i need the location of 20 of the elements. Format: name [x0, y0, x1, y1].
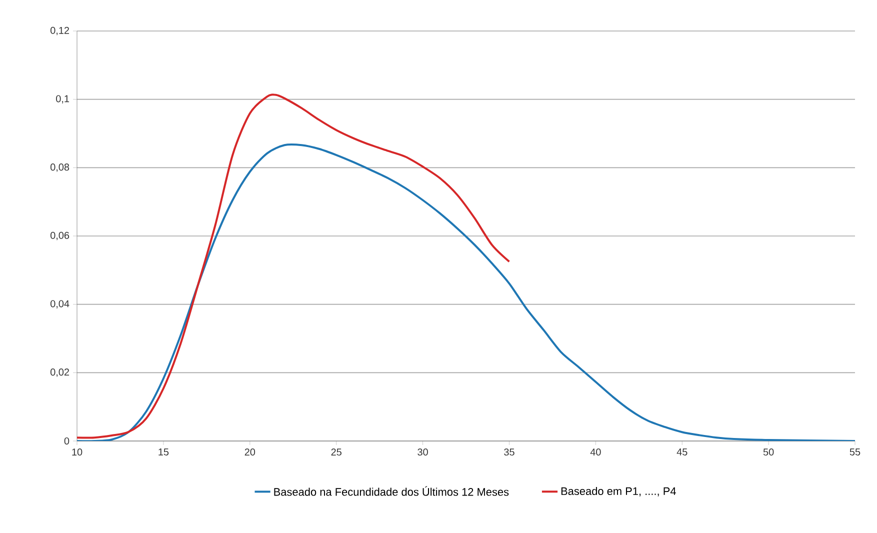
x-tick-label: 35 — [504, 448, 514, 456]
x-tick-label: 15 — [158, 448, 169, 456]
line-series — [77, 94, 510, 439]
y-tick-label: 0,12 — [50, 26, 69, 36]
x-tick-label: 45 — [676, 448, 688, 456]
y-tick-label: 0,04 — [50, 300, 70, 308]
y-tick-label: 0,08 — [50, 164, 70, 172]
y-tick-label: 0,1 — [56, 95, 70, 104]
y-tick-label: 0,06 — [50, 232, 70, 240]
y-tick-label: 0 — [64, 437, 70, 445]
legend-label: Baseado em P1, ...., P4 — [561, 486, 676, 496]
x-tick-label: 50 — [763, 448, 774, 456]
x-tick-label: 25 — [331, 448, 342, 456]
x-tick-label: 10 — [72, 448, 82, 456]
x-tick-label: 40 — [590, 448, 601, 456]
x-tick-label: 55 — [850, 448, 860, 456]
x-tick-label: 20 — [244, 448, 256, 456]
x-tick-label: 30 — [418, 448, 428, 456]
legend-label: Baseado na Fecundidade dos Últimos 12 Meses — [274, 486, 509, 496]
y-tick-label: 0,02 — [50, 368, 69, 377]
